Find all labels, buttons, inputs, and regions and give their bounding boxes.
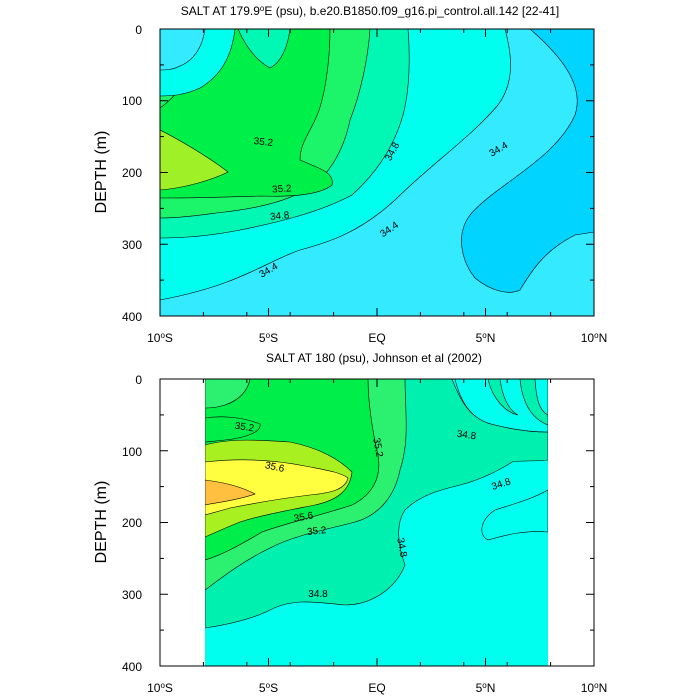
y-tick-label: 0 [135, 23, 142, 37]
y-tick-label: 300 [122, 588, 142, 602]
x-tick-label: EQ [368, 331, 385, 345]
y-axis-label: DEPTH (m) [93, 481, 110, 564]
y-tick-label: 400 [122, 660, 142, 674]
y-ticks [160, 28, 594, 317]
fill-level [160, 29, 206, 71]
x-tick-label: 10oS [147, 331, 173, 346]
x-tick-label: 5oS [259, 681, 278, 696]
y-ticks [160, 378, 594, 667]
y-tick-label: 0 [135, 373, 142, 387]
y-tick-label: 300 [122, 238, 142, 252]
contour-label: 35.2 [370, 437, 384, 459]
panel-title: SALT AT 179.9oE (psu), b.e20.B1850.f09_g… [181, 4, 560, 19]
contour-label: 34.8 [456, 429, 477, 443]
panel-observed: SALT AT 180 (psu), Johnson et al (2002) [93, 351, 607, 695]
x-tick-label: 10oN [581, 331, 607, 346]
fill-level [487, 379, 519, 416]
x-tick-label: 5oN [476, 331, 496, 346]
contour-label: 35.6 [293, 510, 315, 524]
contour-label: 35.2 [253, 136, 274, 149]
contour-fills [205, 379, 548, 666]
x-tick-label: 10oS [147, 681, 173, 696]
y-tick-labels: 0 100 200 300 400 [122, 373, 142, 674]
panel-model: SALT AT 179.9oE (psu), b.e20.B1850.f09_g… [93, 4, 607, 346]
fill-level [205, 379, 251, 409]
contour-label: 34.8 [394, 537, 408, 559]
x-ticks [159, 29, 595, 316]
x-tick-label: 5oN [476, 681, 496, 696]
fill-level [205, 416, 261, 443]
fill-level [160, 129, 229, 191]
fill-level [519, 379, 548, 426]
contour-label: 35.2 [272, 183, 293, 195]
fill-level [205, 479, 256, 506]
contour-label: 35.6 [264, 460, 286, 475]
x-tick-label: 10oN [581, 681, 607, 696]
y-tick-labels: 0 100 200 300 400 [122, 23, 142, 324]
fill-level [237, 29, 291, 69]
y-tick-label: 200 [122, 516, 142, 530]
contour-label: 35.2 [306, 525, 327, 538]
x-tick-label: 5oS [259, 331, 278, 346]
contour-label: 35.2 [234, 421, 255, 435]
contour-label: 34.8 [308, 589, 328, 600]
x-ticks [159, 379, 595, 666]
y-tick-label: 100 [122, 445, 142, 459]
fill-level [481, 489, 548, 541]
y-tick-label: 400 [122, 310, 142, 324]
y-tick-label: 200 [122, 166, 142, 180]
y-tick-label: 100 [122, 94, 142, 108]
x-tick-labels: 10oS 5oS EQ 5oN 10oN [147, 681, 607, 696]
contour-labels: 35.2 35.2 34.8 35.6 34.8 35.6 35.2 34.8 … [234, 421, 513, 600]
contour-fills [160, 29, 594, 316]
x-tick-label: EQ [368, 681, 385, 695]
y-axis-label: DEPTH (m) [93, 131, 110, 214]
contour-label: 34.8 [269, 210, 290, 223]
x-tick-labels: 10oS 5oS EQ 5oN 10oN [147, 331, 607, 346]
fill-level [205, 459, 349, 516]
panel-title: SALT AT 180 (psu), Johnson et al (2002) [266, 351, 482, 365]
